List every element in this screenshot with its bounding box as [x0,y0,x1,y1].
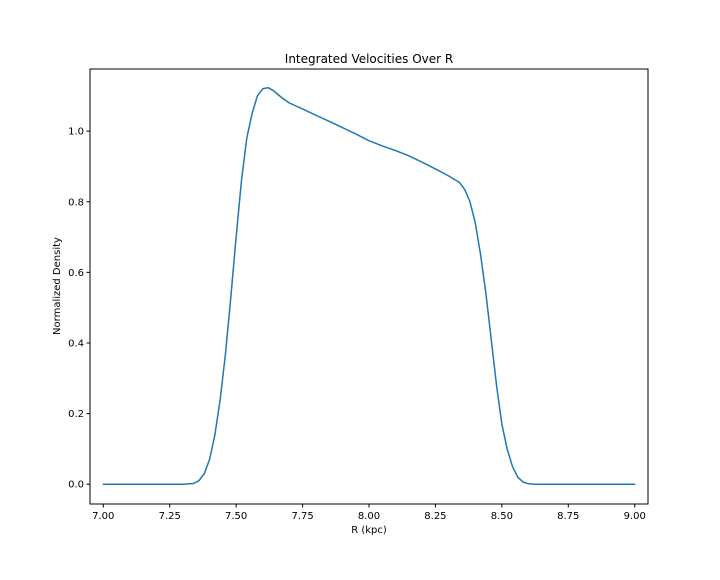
plot-area [102,86,636,485]
y-tick-label: 1.0 [68,127,84,138]
y-tick-label: 0.8 [68,197,84,208]
x-tick-label: 8.75 [557,511,579,522]
x-tick-label: 7.25 [159,511,181,522]
y-tick-label: 0.0 [68,480,84,491]
x-tick-label: 7.00 [92,511,114,522]
y-tick-label: 0.2 [68,409,84,420]
x-tick-label: 8.25 [424,511,446,522]
x-axis: 7.00 7.25 7.50 7.75 8.00 8.25 8.50 8.75 9.00 [92,504,646,522]
y-axis-label: Normalized Density [52,237,63,335]
series-line-0 [102,86,636,485]
y-axis: 0.0 0.2 0.4 0.6 0.8 1.0 [68,127,90,491]
x-tick-label: 8.50 [491,511,513,522]
x-tick-label: 7.75 [291,511,313,522]
x-axis-label: R (kpc) [351,525,387,536]
chart-title: Integrated Velocities Over R [285,52,453,66]
x-tick-label: 9.00 [624,511,646,522]
x-tick-label: 7.50 [225,511,247,522]
x-tick-label: 8.00 [358,511,380,522]
y-tick-label: 0.6 [68,268,84,279]
y-tick-label: 0.4 [68,338,84,349]
plot-frame [89,68,649,505]
